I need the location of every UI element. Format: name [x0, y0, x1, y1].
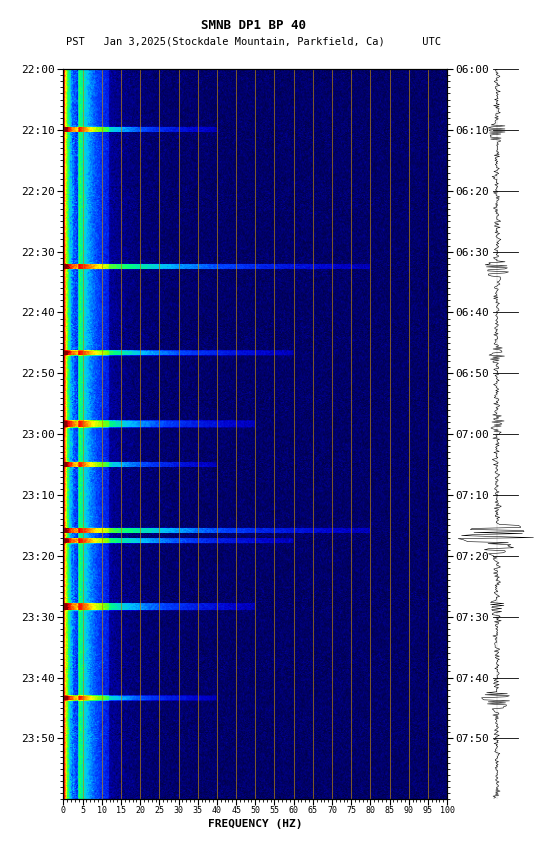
Text: SMNB DP1 BP 40: SMNB DP1 BP 40 — [201, 19, 306, 32]
Text: PST   Jan 3,2025(Stockdale Mountain, Parkfield, Ca)      UTC: PST Jan 3,2025(Stockdale Mountain, Parkf… — [66, 36, 442, 47]
X-axis label: FREQUENCY (HZ): FREQUENCY (HZ) — [208, 819, 302, 829]
